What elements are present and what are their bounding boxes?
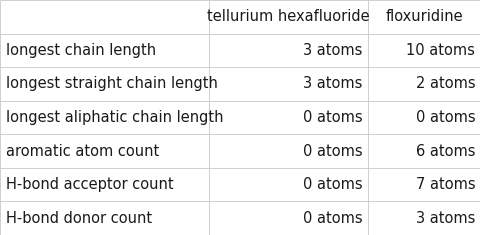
Text: floxuridine: floxuridine [385,9,462,24]
Text: 0 atoms: 0 atoms [415,110,474,125]
Text: 2 atoms: 2 atoms [415,76,474,91]
Text: 0 atoms: 0 atoms [302,211,361,226]
Text: 6 atoms: 6 atoms [415,144,474,159]
Text: 3 atoms: 3 atoms [302,76,361,91]
Text: 0 atoms: 0 atoms [302,110,361,125]
Text: H-bond donor count: H-bond donor count [6,211,152,226]
Text: 3 atoms: 3 atoms [302,43,361,58]
Text: longest chain length: longest chain length [6,43,156,58]
Text: 10 atoms: 10 atoms [406,43,474,58]
Text: 0 atoms: 0 atoms [302,144,361,159]
Text: H-bond acceptor count: H-bond acceptor count [6,177,173,192]
Text: 7 atoms: 7 atoms [415,177,474,192]
Text: longest straight chain length: longest straight chain length [6,76,217,91]
Text: 3 atoms: 3 atoms [415,211,474,226]
Text: aromatic atom count: aromatic atom count [6,144,159,159]
Text: longest aliphatic chain length: longest aliphatic chain length [6,110,223,125]
Text: tellurium hexafluoride: tellurium hexafluoride [207,9,369,24]
Text: 0 atoms: 0 atoms [302,177,361,192]
